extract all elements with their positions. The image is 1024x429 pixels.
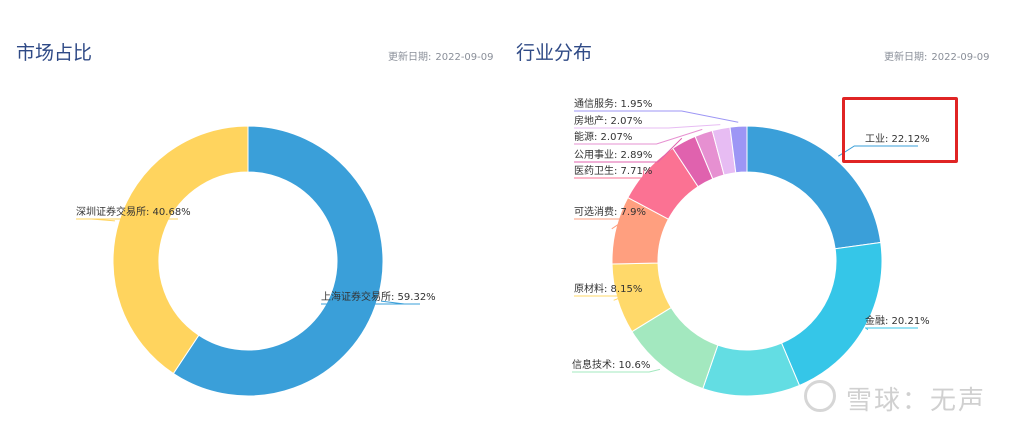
market-share-panel: 市场占比 更新日期: 2022-09-09 xyxy=(0,0,500,429)
date-label: 更新日期: xyxy=(884,52,928,63)
label-leader-line xyxy=(574,128,703,145)
watermark-text: 雪球：无声 xyxy=(846,386,987,416)
slice-label: 金融: 20.21% xyxy=(865,314,930,327)
label-leader-line xyxy=(76,218,178,222)
industry-panel: 行业分布 更新日期: 2022-09-09 xyxy=(500,0,1024,429)
date-label: 更新日期: xyxy=(388,52,432,63)
slice-label: 信息技术: 10.6% xyxy=(572,358,650,371)
slice-label: 医药卫生: 7.71% xyxy=(574,164,652,177)
slice-label: 公用事业: 2.89% xyxy=(574,148,652,161)
date-value: 2022-09-09 xyxy=(931,52,990,63)
slice-label: 通信服务: 1.95% xyxy=(574,97,652,110)
market-share-title: 市场占比 xyxy=(16,42,93,64)
label-leader-line xyxy=(574,295,632,301)
label-leader-line xyxy=(838,145,918,157)
slice-label: 上海证券交易所: 59.32% xyxy=(321,290,436,303)
label-leader-line xyxy=(574,110,739,123)
slice-label: 房地产: 2.07% xyxy=(574,114,642,127)
label-leader-line xyxy=(865,327,918,331)
donut-slice xyxy=(112,125,249,375)
slice-label: 工业: 22.12% xyxy=(865,133,930,145)
snowball-logo-icon xyxy=(804,380,836,412)
highlight-box xyxy=(842,97,958,163)
donut-slice xyxy=(702,342,801,397)
label-leader-line xyxy=(574,137,683,163)
industry-update-date: 更新日期: 2022-09-09 xyxy=(884,48,990,63)
slice-label: 深圳证券交易所: 40.68% xyxy=(76,205,191,218)
industry-title: 行业分布 xyxy=(516,42,593,64)
label-leader-line xyxy=(574,218,636,230)
slice-label: 可选消费: 7.9% xyxy=(574,205,646,218)
slice-label: 能源: 2.07% xyxy=(574,130,632,143)
date-value: 2022-09-09 xyxy=(435,52,494,63)
label-leader-line xyxy=(574,124,721,129)
donut-slice xyxy=(780,241,883,387)
donut-slice xyxy=(729,125,748,174)
label-leader-line xyxy=(572,368,661,373)
label-leader-line xyxy=(321,300,420,305)
watermark: 雪球：无声 xyxy=(802,374,1014,420)
slice-label: 原材料: 8.15% xyxy=(574,282,642,295)
donut-slice xyxy=(172,125,384,397)
market-share-update-date: 更新日期: 2022-09-09 xyxy=(388,48,494,63)
label-leader-line xyxy=(574,167,645,179)
